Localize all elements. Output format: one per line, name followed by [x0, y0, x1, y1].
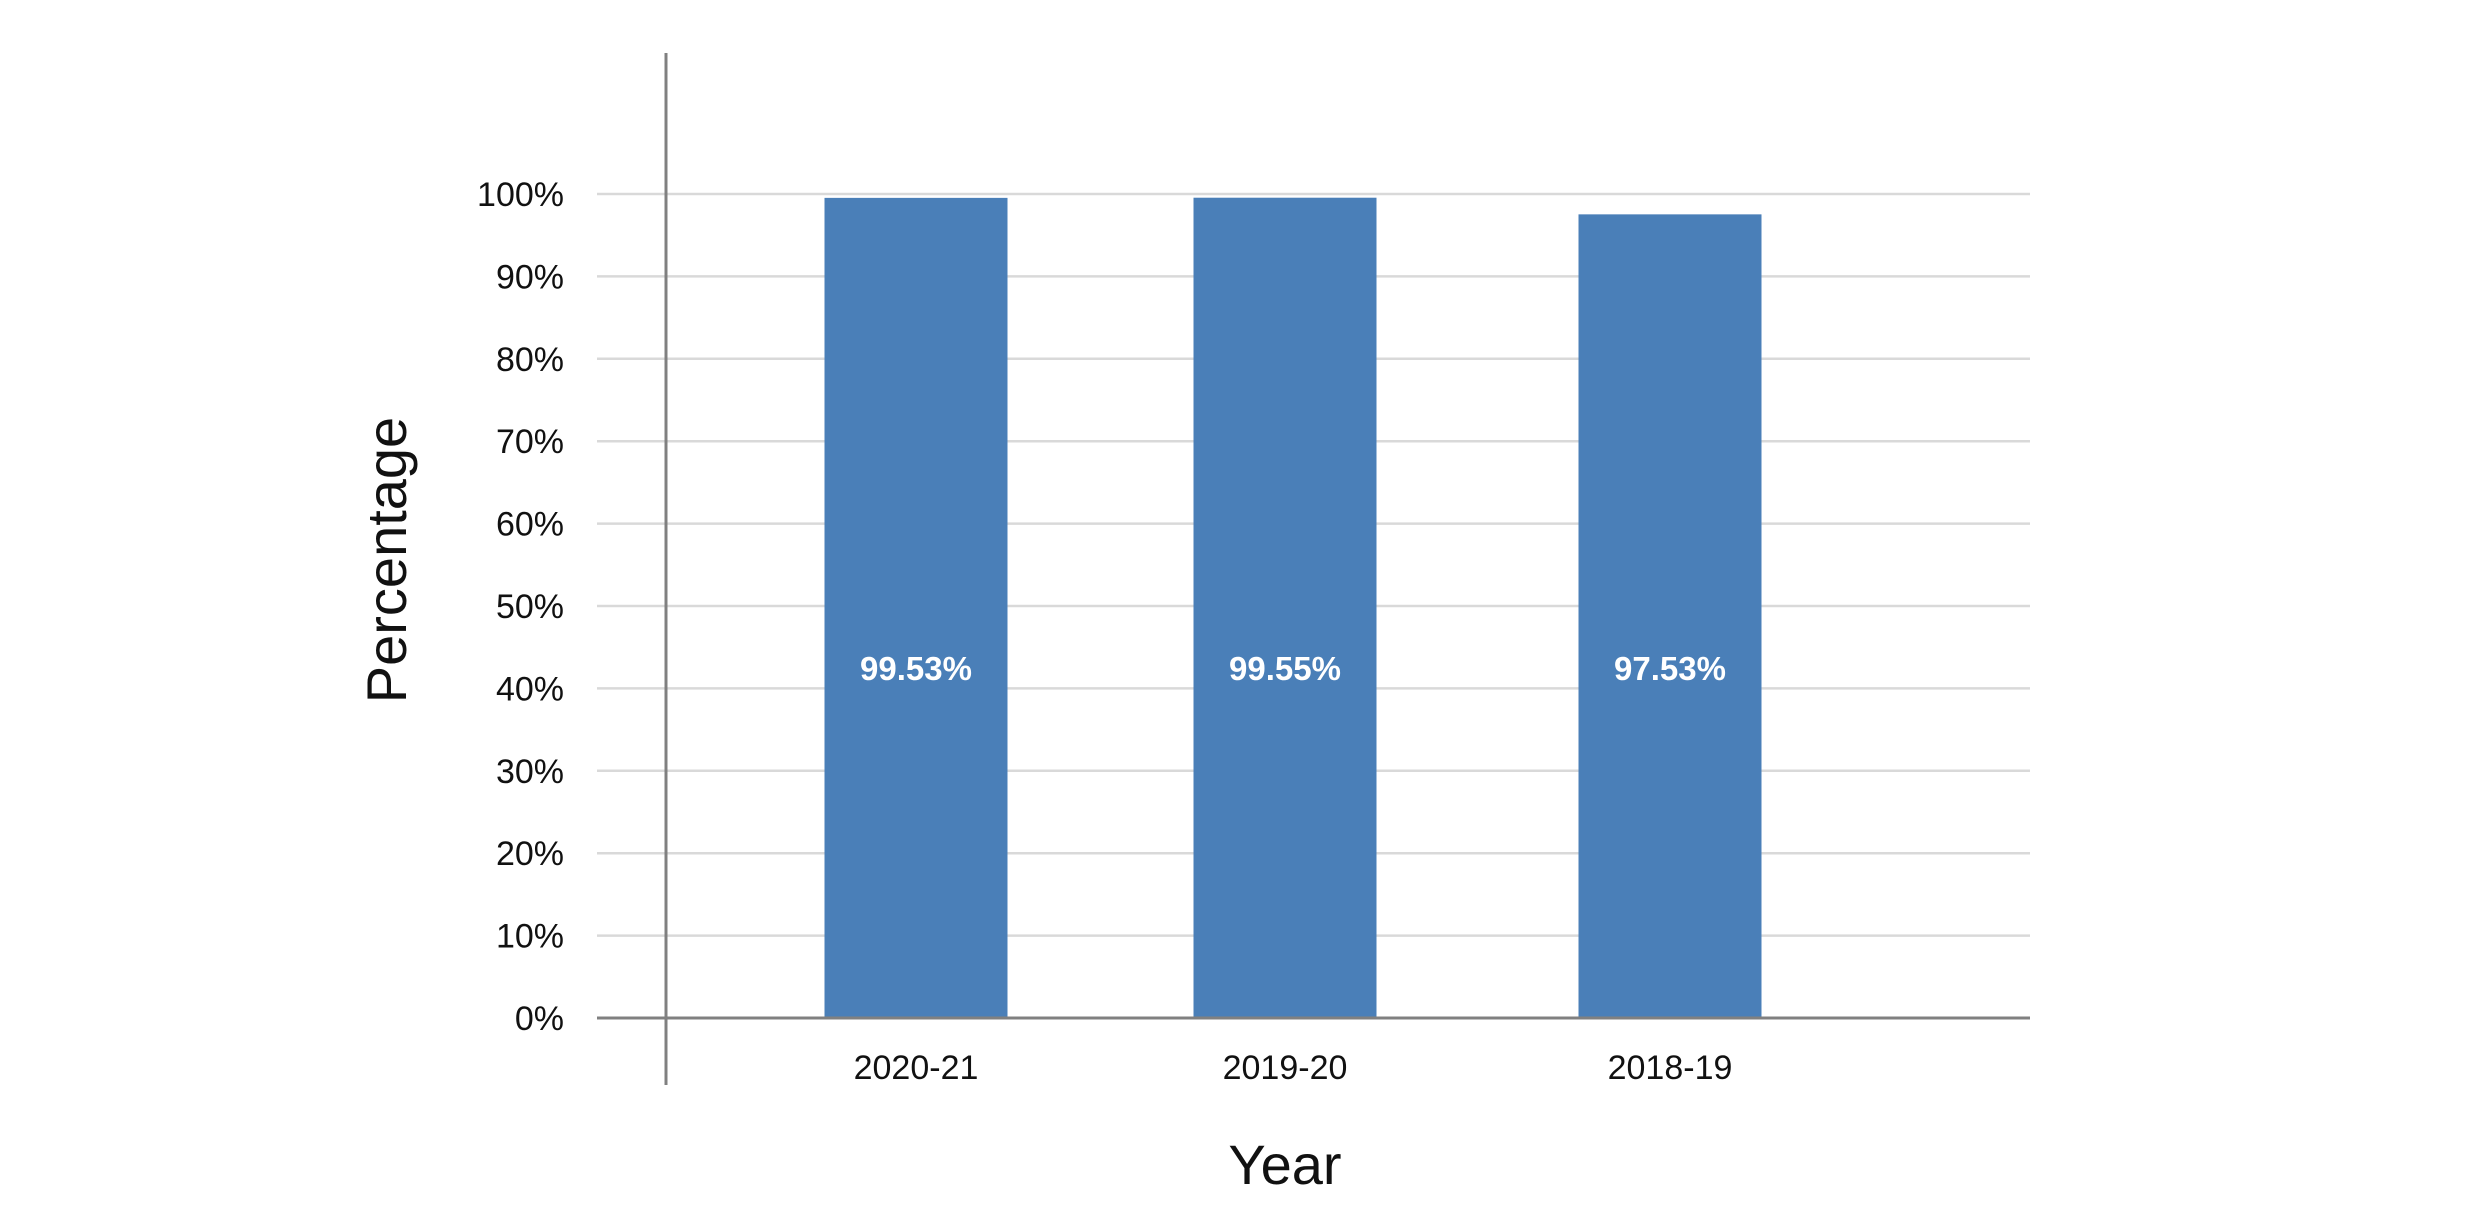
- bar: [1578, 214, 1762, 1019]
- y-tick-label: 40%: [496, 670, 564, 708]
- x-tick-labels: 2020-21 2019-20 2018-19: [854, 1049, 1733, 1087]
- y-tick-label: 50%: [496, 588, 564, 626]
- y-tick-label: 0%: [515, 1000, 564, 1038]
- x-axis-title: Year: [1228, 1133, 1341, 1196]
- y-tick-label: 80%: [496, 341, 564, 379]
- data-label: 97.53%: [1614, 650, 1726, 687]
- bar: [1193, 197, 1377, 1018]
- x-tick-label: 2020-21: [854, 1049, 979, 1087]
- x-tick-label: 2018-19: [1608, 1049, 1733, 1087]
- y-tick-labels: 0% 10% 20% 30% 40% 50% 60% 70% 80% 90% 100%: [477, 176, 564, 1038]
- y-tick-label: 90%: [496, 258, 564, 296]
- data-label: 99.55%: [1229, 650, 1341, 687]
- bars: [824, 197, 1762, 1019]
- data-label: 99.53%: [860, 650, 972, 687]
- data-labels: 99.53% 99.55% 97.53%: [860, 650, 1726, 687]
- bar: [824, 197, 1008, 1018]
- x-tick-label: 2019-20: [1223, 1049, 1348, 1087]
- y-tick-label: 20%: [496, 835, 564, 873]
- axes: [597, 53, 2030, 1085]
- y-axis-title: Percentage: [355, 417, 418, 703]
- y-tick-label: 30%: [496, 753, 564, 791]
- y-tick-label: 70%: [496, 423, 564, 461]
- y-tick-label: 100%: [477, 176, 564, 214]
- y-tick-label: 10%: [496, 918, 564, 956]
- y-tick-label: 60%: [496, 506, 564, 544]
